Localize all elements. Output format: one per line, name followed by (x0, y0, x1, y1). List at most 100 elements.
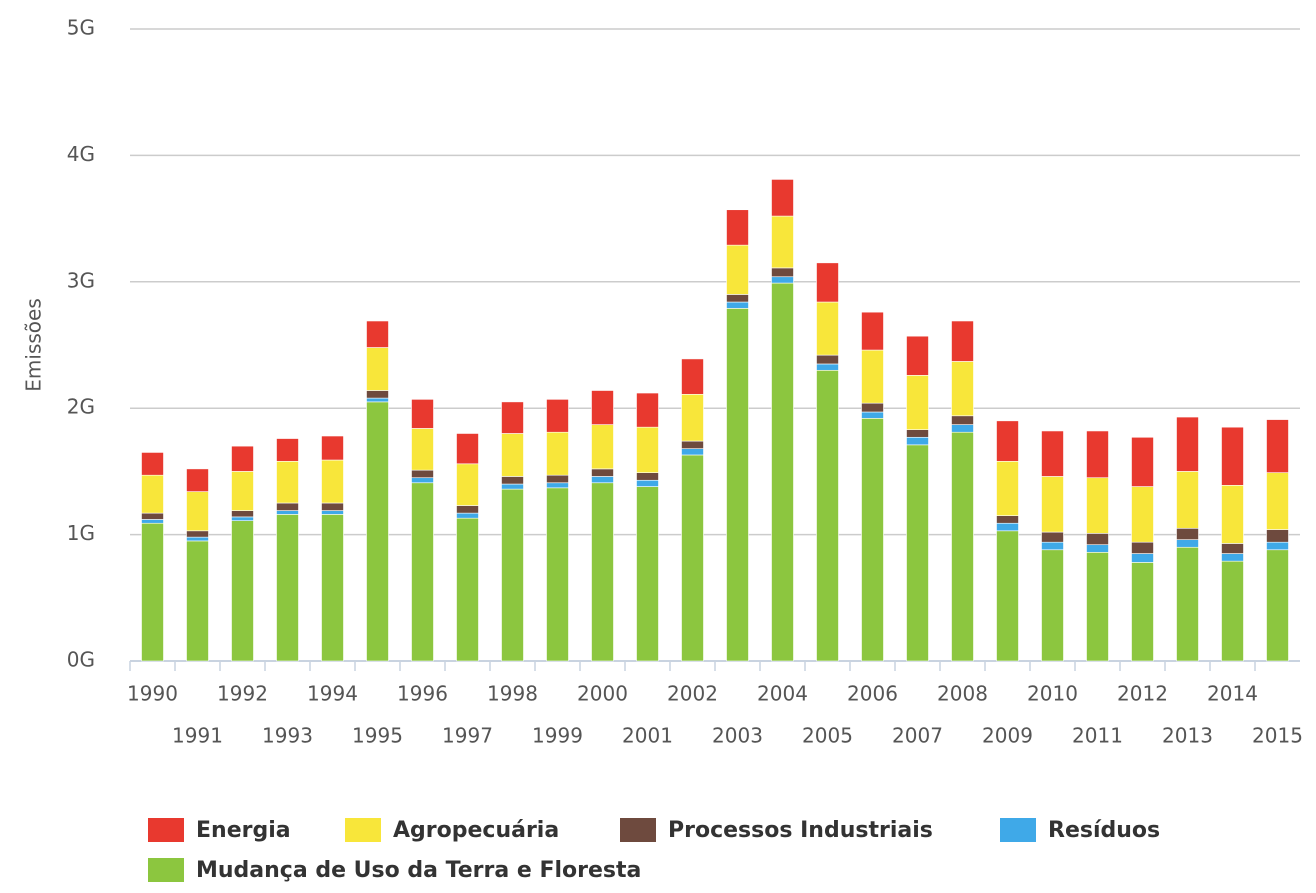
bar-segment (996, 460, 1019, 516)
bar-segment (1086, 544, 1109, 553)
bar-segment (591, 424, 614, 470)
bar-segment (456, 512, 479, 519)
bar-segment (276, 502, 299, 511)
x-tick-label: 2006 (847, 682, 898, 706)
bar-segment (186, 540, 209, 662)
bar-segment (546, 474, 569, 484)
bar-segment (681, 393, 704, 442)
bar-segment (321, 459, 344, 504)
y-tick-label: 5G (67, 16, 95, 40)
legend-label: Mudança de Uso da Terra e Floresta (196, 858, 641, 883)
bar-segment (456, 517, 479, 662)
bar-segment (681, 358, 704, 395)
bar-segment (1041, 531, 1064, 543)
legend-label: Processos Industriais (668, 818, 933, 843)
bar-segment (861, 402, 884, 413)
bar-segment (951, 320, 974, 362)
bar-segment (501, 401, 524, 434)
bar-segment (501, 483, 524, 490)
bar-segment (411, 482, 434, 662)
bar-segment (1041, 476, 1064, 533)
bar-segment (546, 487, 569, 662)
x-tick-label: 1995 (352, 724, 403, 748)
legend-swatch (620, 818, 656, 842)
bar-segment (996, 530, 1019, 662)
bar-segment (1176, 471, 1199, 529)
bar-segment (636, 479, 659, 487)
bar-segment (1176, 527, 1199, 540)
bar-segment (276, 510, 299, 515)
bar-segment (501, 433, 524, 477)
bar-segment (456, 505, 479, 514)
bar-segment (1221, 485, 1244, 544)
bar-segment (861, 311, 884, 351)
bar-segment (726, 244, 749, 295)
bar-segment (276, 438, 299, 462)
bar-segment (1221, 543, 1244, 554)
bar-segment (411, 428, 434, 471)
bar-segment (636, 426, 659, 473)
bar-segment (1131, 436, 1154, 487)
bar-segment (141, 522, 164, 662)
bar-segment (726, 209, 749, 246)
bar-segment (141, 474, 164, 514)
bar-segment (366, 401, 389, 662)
bar-segment (501, 488, 524, 662)
bar-segment (681, 448, 704, 456)
bar-segment (456, 433, 479, 465)
bar-segment (186, 491, 209, 532)
bar-segment (681, 454, 704, 662)
bar-segment (906, 429, 929, 438)
legend-label: Energia (196, 818, 291, 843)
bar-segment (186, 530, 209, 538)
bar-segment (366, 347, 389, 391)
legend-swatch (148, 858, 184, 882)
bar-segment (1041, 430, 1064, 477)
x-tick-label: 2011 (1072, 724, 1123, 748)
bar-segment (411, 477, 434, 484)
x-tick-label: 2015 (1252, 724, 1303, 748)
bar-segment (141, 452, 164, 476)
bar-segment (366, 390, 389, 399)
bar-segment (276, 460, 299, 504)
bar-segment (1176, 546, 1199, 662)
bar-segment (231, 516, 254, 521)
y-tick-label: 1G (67, 521, 95, 545)
bar-segment (906, 436, 929, 446)
bar-segment (1266, 419, 1289, 473)
bar-segment (816, 369, 839, 662)
bar-segment (636, 486, 659, 662)
bar-segment (231, 510, 254, 518)
bar-segment (636, 392, 659, 428)
x-tick-label: 1994 (307, 682, 358, 706)
x-tick-label: 1992 (217, 682, 268, 706)
bar-segment (906, 444, 929, 662)
bar-segment (141, 512, 164, 520)
bar-segment (321, 435, 344, 461)
bar-segment (1041, 549, 1064, 662)
bar-segment (1266, 541, 1289, 551)
bar-segment (1221, 553, 1244, 562)
bar-segment (1041, 541, 1064, 551)
bar-segment (951, 431, 974, 662)
x-tick-label: 1993 (262, 724, 313, 748)
y-tick-label: 0G (67, 648, 95, 672)
bar-segment (1131, 486, 1154, 543)
bar-segment (861, 418, 884, 662)
bar-segment (456, 463, 479, 506)
bar-segment (1131, 541, 1154, 554)
x-tick-label: 1998 (487, 682, 538, 706)
bar-segment (366, 397, 389, 403)
x-tick-label: 2008 (937, 682, 988, 706)
bar-segment (996, 522, 1019, 532)
bar-segment (816, 363, 839, 371)
bar-segment (771, 276, 794, 284)
bar-segment (1086, 551, 1109, 662)
bar-segment (726, 294, 749, 303)
bar-segment (321, 502, 344, 511)
bar-segment (1086, 533, 1109, 546)
bar-segment (816, 354, 839, 365)
bar-segment (1266, 549, 1289, 662)
y-tick-label: 3G (67, 268, 95, 292)
